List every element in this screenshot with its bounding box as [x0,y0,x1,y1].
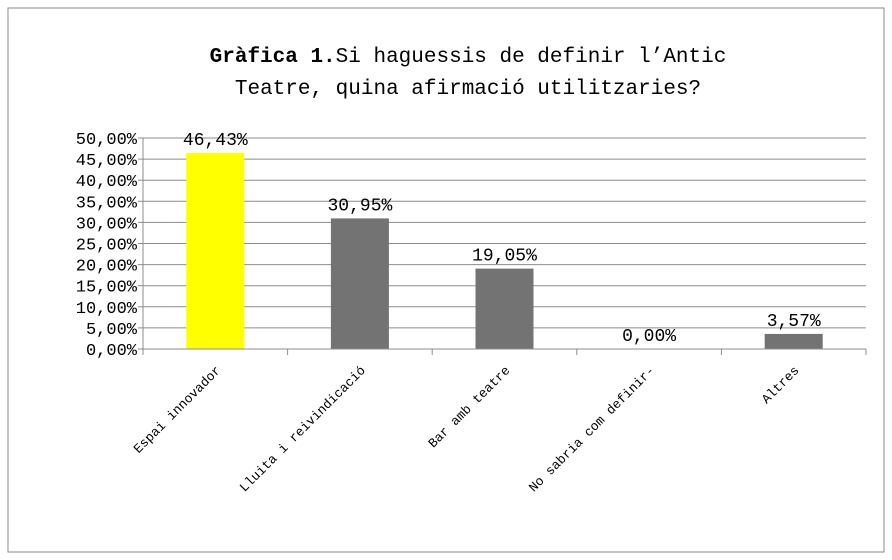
bar [475,268,534,349]
bar [764,333,823,349]
value-label: 30,95% [327,196,392,216]
y-tick-label: 20,00% [76,258,138,277]
value-label: 0,00% [622,327,676,347]
y-tick-label: 35,00% [76,194,138,213]
bar [186,153,245,349]
y-tick-label: 5,00% [86,321,138,340]
chart-frame [7,7,885,553]
chart-title: Teatre, quina afirmació utilitzaries? [235,78,701,101]
y-tick-label: 45,00% [76,152,138,171]
value-label: 19,05% [472,247,537,267]
title-lead: Gràfica 1. [210,46,336,69]
chart-title: Gràfica 1.Si haguessis de definir l’Anti… [210,46,727,69]
bar [330,218,389,349]
y-tick-label: 15,00% [76,279,138,298]
y-tick-label: 0,00% [86,342,138,361]
y-tick-label: 10,00% [76,300,138,319]
title-line: Si haguessis de definir l’Antic [336,46,727,69]
y-tick-label: 30,00% [76,215,138,234]
value-label: 3,57% [767,312,821,332]
value-label: 46,43% [183,131,248,151]
y-tick-label: 40,00% [76,173,138,192]
y-tick-label: 50,00% [76,131,138,150]
y-tick-label: 25,00% [76,237,138,256]
